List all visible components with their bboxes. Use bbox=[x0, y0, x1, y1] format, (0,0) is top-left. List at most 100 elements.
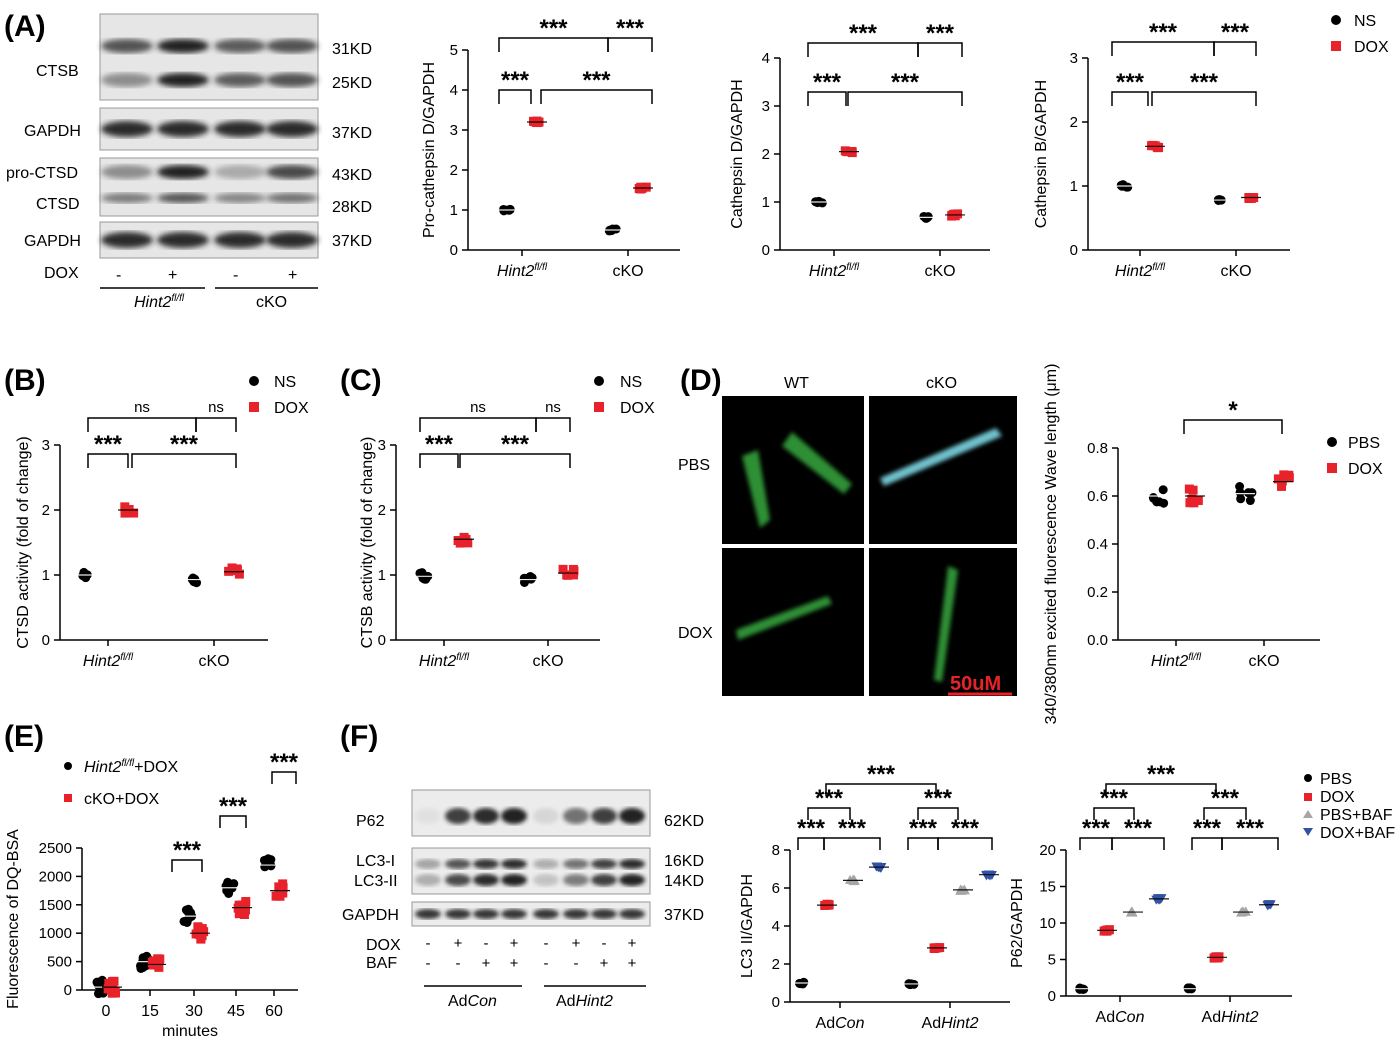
band-pro-ctsd-1 bbox=[101, 165, 153, 179]
sign-baf-8: + bbox=[628, 955, 637, 972]
cell-wt-pbs-1 bbox=[742, 450, 770, 528]
point-dox-2 bbox=[558, 564, 568, 574]
category-label-0: 0 bbox=[102, 1003, 111, 1020]
point-pbs-1 bbox=[1158, 485, 1168, 495]
band-lc3ii-5 bbox=[533, 874, 559, 886]
band-gapdh-2-4 bbox=[266, 232, 318, 248]
point-cko-dox-4 bbox=[234, 909, 244, 919]
category-label-1: cKO bbox=[612, 263, 643, 280]
band-lc3i-3 bbox=[473, 859, 499, 869]
point-pbs-2 bbox=[1235, 481, 1245, 491]
legend-d-dox: DOX bbox=[1348, 461, 1383, 478]
point-cko-dox-3 bbox=[193, 923, 203, 933]
panel-label-b: (B) bbox=[4, 364, 46, 397]
point-ns-2 bbox=[527, 573, 537, 583]
point-dox-2 bbox=[1247, 193, 1257, 203]
sign-baf-6: - bbox=[574, 955, 579, 972]
micro-wt-label: WT bbox=[784, 375, 809, 392]
y-axis-label: CTSB activity (fold of change) bbox=[359, 437, 376, 649]
sig-label-1: ns bbox=[134, 399, 150, 416]
sign-dox-6: + bbox=[572, 935, 581, 952]
sig-label-3: *** bbox=[813, 69, 842, 96]
kd-31: 31KD bbox=[332, 41, 372, 58]
sig-bracket-3 bbox=[1111, 91, 1149, 106]
sig-bracket-7 bbox=[937, 837, 993, 850]
band-ctsb-31-1 bbox=[101, 39, 153, 53]
sig-bracket-4 bbox=[1151, 91, 1257, 106]
cell-cko-dox bbox=[934, 566, 958, 682]
sig-bracket-2 bbox=[917, 42, 963, 57]
sig-label-1: *** bbox=[1147, 761, 1176, 788]
sig-label-5: *** bbox=[838, 815, 867, 842]
micro-wt-pbs bbox=[722, 396, 864, 544]
band-lc3ii-8 bbox=[619, 874, 645, 886]
y-tick-label-1: 1 bbox=[1070, 178, 1078, 195]
legend-c: NS DOX bbox=[594, 374, 655, 417]
sig-bracket-3 bbox=[807, 91, 847, 106]
sig-label-7: *** bbox=[1236, 815, 1265, 842]
sign-baf-1: - bbox=[426, 955, 431, 972]
sig-bracket-5 bbox=[1111, 837, 1165, 850]
band-ctsb-31-4 bbox=[266, 39, 318, 53]
band-p62-3 bbox=[473, 808, 499, 824]
point-dox-1 bbox=[120, 508, 130, 518]
y-tick-label-4: 0.8 bbox=[1087, 440, 1108, 457]
legend-d-pbs-marker bbox=[1327, 437, 1337, 447]
y-tick-label-2: 4 bbox=[772, 918, 780, 935]
legend-d: PBS DOX bbox=[1327, 435, 1383, 478]
y-tick-label-2: 2 bbox=[450, 162, 458, 179]
band-gapdh-f-6 bbox=[563, 909, 589, 919]
sig-label-2: ns bbox=[208, 399, 224, 416]
sig-label-1: *** bbox=[539, 15, 568, 42]
category-label-1: cKO bbox=[198, 653, 229, 670]
y-tick-label-1: 0.2 bbox=[1087, 584, 1108, 601]
kd-43: 43KD bbox=[332, 167, 372, 184]
legend-a: NS DOX bbox=[1331, 13, 1389, 56]
panel-label-c: (C) bbox=[340, 364, 382, 397]
microscopy-d: WT cKO PBS DOX 50uM bbox=[678, 375, 1017, 696]
category-label-0: Hint2fl/fl bbox=[1151, 652, 1202, 670]
band-p62-5 bbox=[533, 808, 559, 824]
sig-label-1: *** bbox=[173, 837, 202, 864]
y-axis-label: Pro-cathepsin D/GAPDH bbox=[421, 62, 438, 238]
legend-a-dox-marker bbox=[1331, 41, 1341, 51]
y-tick-label-1: 1 bbox=[762, 194, 770, 211]
sig-label-7: *** bbox=[951, 815, 980, 842]
point-dox-1 bbox=[1187, 494, 1197, 504]
band-p62-1 bbox=[415, 808, 441, 824]
point-ns-1 bbox=[505, 204, 515, 214]
point-dox-2 bbox=[568, 570, 578, 580]
point-dox-1 bbox=[1102, 926, 1112, 936]
category-label-1: 15 bbox=[141, 1003, 159, 1020]
point-cko-dox-3 bbox=[197, 931, 207, 941]
legend-c-ns-marker bbox=[594, 376, 604, 386]
band-gapdh-2-3 bbox=[214, 232, 266, 248]
band-gapdh-2-1 bbox=[101, 232, 153, 248]
point-dox-2 bbox=[1284, 473, 1294, 483]
point-pbs-1 bbox=[795, 979, 805, 989]
point-ns-1 bbox=[814, 196, 824, 206]
sig-label-3: *** bbox=[924, 785, 953, 812]
point-dox-2 bbox=[950, 209, 960, 219]
y-axis-label: CTSD activity (fold of change) bbox=[15, 436, 32, 649]
y-tick-label-4: 20 bbox=[1039, 842, 1056, 859]
point-dox-2 bbox=[1277, 481, 1287, 491]
legend-e-cko: cKO+DOX bbox=[84, 791, 159, 808]
band-ctsb-25-1 bbox=[101, 73, 153, 87]
sign-dox-2: + bbox=[454, 935, 463, 952]
band-gapdh-f-3 bbox=[473, 909, 499, 919]
sig-label-4: *** bbox=[1190, 69, 1219, 96]
band-lc3i-5 bbox=[533, 859, 559, 869]
point-dox-1 bbox=[529, 116, 539, 126]
sig-bracket-1 bbox=[419, 417, 537, 432]
point-dox-2 bbox=[227, 563, 237, 573]
sig-label-2: *** bbox=[1221, 19, 1250, 46]
category-label-1: AdHint2 bbox=[1202, 1009, 1259, 1026]
band-lc3ii-7 bbox=[591, 874, 617, 886]
point-cko-dox-1 bbox=[110, 986, 120, 996]
legend-f-dox-baf-marker bbox=[1303, 828, 1313, 836]
group-adhint-f: AdHint2 bbox=[556, 993, 613, 1010]
category-label-0: Hint2fl/fl bbox=[809, 262, 860, 280]
